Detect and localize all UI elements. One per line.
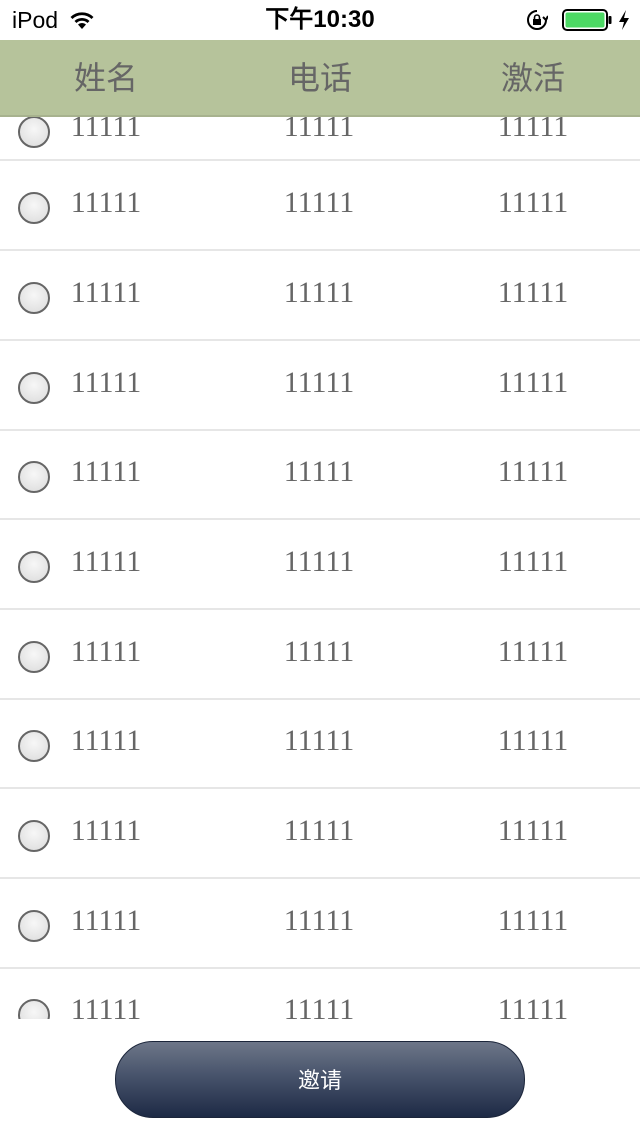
- rotation-lock-icon: [527, 10, 548, 30]
- select-radio[interactable]: [18, 282, 50, 314]
- select-radio[interactable]: [18, 551, 50, 583]
- status-bar: iPod 下午10:30: [0, 0, 640, 40]
- header-phone: 电话: [287, 60, 352, 96]
- battery-icon: [562, 9, 612, 31]
- cell-phone: 11111: [283, 117, 355, 143]
- cell-name: 11111: [70, 993, 142, 1019]
- cell-name: 11111: [70, 904, 142, 937]
- select-radio[interactable]: [18, 999, 50, 1019]
- table-row[interactable]: 11111 11111 11111: [0, 161, 640, 251]
- cell-name: 11111: [70, 276, 142, 309]
- cell-active: 11111: [497, 635, 569, 668]
- cell-name: 11111: [70, 814, 142, 847]
- cell-active: 11111: [497, 366, 569, 399]
- select-radio[interactable]: [18, 820, 50, 852]
- header-active: 激活: [500, 60, 565, 96]
- table-row[interactable]: 11111 11111 11111: [0, 251, 640, 341]
- cell-active: 11111: [497, 814, 569, 847]
- table-row[interactable]: 11111 11111 11111: [0, 789, 640, 879]
- table-header: 姓名 电话 激活: [0, 40, 640, 117]
- select-radio[interactable]: [18, 461, 50, 493]
- cell-active: 11111: [497, 455, 569, 488]
- cell-active: 11111: [497, 724, 569, 757]
- table-row[interactable]: 11111 11111 11111: [0, 968, 640, 1019]
- cell-phone: 11111: [283, 814, 355, 847]
- table-row[interactable]: 11111 11111 11111: [0, 341, 640, 431]
- select-radio[interactable]: [18, 192, 50, 224]
- table-row[interactable]: 11111 11111 11111: [0, 610, 640, 700]
- table-row[interactable]: 11111 11111 11111: [0, 430, 640, 520]
- select-radio[interactable]: [18, 730, 50, 762]
- table-row[interactable]: 11111 11111 11111: [0, 520, 640, 610]
- cell-name: 11111: [70, 186, 142, 219]
- invite-button[interactable]: 邀请: [115, 1041, 525, 1118]
- table-row[interactable]: 11111 11111 11111: [0, 699, 640, 789]
- select-radio[interactable]: [18, 910, 50, 942]
- select-radio[interactable]: [18, 117, 50, 148]
- select-radio[interactable]: [18, 641, 50, 673]
- cell-active: 11111: [497, 276, 569, 309]
- cell-active: 11111: [497, 904, 569, 937]
- cell-name: 11111: [70, 635, 142, 668]
- status-right: [526, 8, 630, 32]
- cell-phone: 11111: [283, 545, 355, 578]
- contact-list[interactable]: 11111 11111 11111 11111 11111 11111 1111…: [0, 117, 640, 1019]
- header-name: 姓名: [73, 60, 138, 96]
- cell-phone: 11111: [283, 635, 355, 668]
- status-left: iPod: [12, 6, 96, 34]
- cell-name: 11111: [70, 117, 142, 143]
- cell-name: 11111: [70, 724, 142, 757]
- cell-name: 11111: [70, 455, 142, 488]
- cell-phone: 11111: [283, 993, 355, 1019]
- cell-name: 11111: [70, 366, 142, 399]
- cell-active: 11111: [497, 993, 569, 1019]
- cell-active: 11111: [497, 186, 569, 219]
- select-radio[interactable]: [18, 372, 50, 404]
- status-time: 下午10:30: [265, 6, 375, 33]
- cell-phone: 11111: [283, 276, 355, 309]
- cell-active: 11111: [497, 117, 569, 143]
- device-name: iPod: [12, 6, 59, 33]
- cell-phone: 11111: [283, 904, 355, 937]
- table-row[interactable]: 11111 11111 11111: [0, 117, 640, 161]
- charging-bolt-icon: [619, 10, 629, 30]
- cell-phone: 11111: [283, 724, 355, 757]
- cell-phone: 11111: [283, 366, 355, 399]
- table-row[interactable]: 11111 11111 11111: [0, 879, 640, 969]
- cell-active: 11111: [497, 545, 569, 578]
- cell-name: 11111: [70, 545, 142, 578]
- wifi-icon: [70, 12, 94, 29]
- cell-phone: 11111: [283, 186, 355, 219]
- cell-phone: 11111: [283, 455, 355, 488]
